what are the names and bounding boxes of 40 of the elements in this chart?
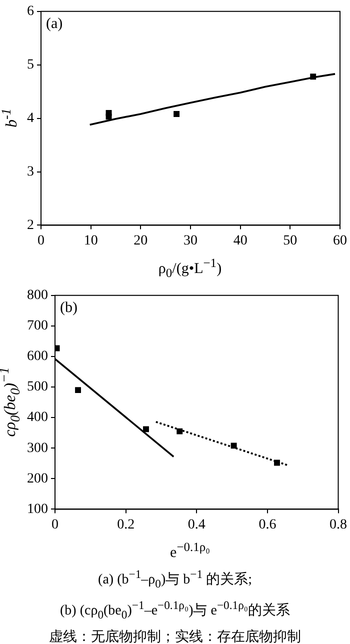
y-tick-label: 400 (27, 410, 48, 426)
x-tick-label: 40 (233, 233, 248, 248)
y-tick-label: 200 (27, 471, 48, 486)
y-tick-label: 6 (27, 4, 34, 20)
point (143, 426, 149, 432)
point (176, 428, 183, 434)
x-axis-title: e$^{−0.1ρ₀}$ (169, 539, 211, 563)
point (310, 74, 316, 80)
point (106, 114, 112, 120)
y-tick-label: 500 (27, 380, 48, 395)
x-tick-label: 0.6 (258, 517, 276, 532)
x-tick-label: 0.2 (117, 517, 135, 532)
y-tick-label: 100 (27, 502, 48, 517)
text: (b) (cρ$_{0}$(be$_{0}$)$^{−1}$–e$^{−0.1ρ₀}$)与 e$^{−0.1ρ₀}$的关系 (60, 599, 290, 622)
y-tick-label: 5 (27, 58, 34, 73)
x-tick-label: 60 (333, 233, 347, 248)
x-tick-label: 50 (283, 233, 298, 248)
x-tick-label: 20 (134, 233, 148, 248)
text: 虚线：无底物抑制；实线：存在底物抑制 (48, 628, 302, 644)
y-tick-label: 2 (27, 218, 34, 233)
x-tick-label: 0.4 (188, 517, 206, 532)
y-tick-label: 700 (27, 318, 48, 334)
point (230, 442, 237, 449)
x-tick-label: 30 (184, 233, 198, 248)
y-tick-label: 4 (27, 110, 34, 126)
y-tick-label: 300 (27, 440, 48, 456)
y-tick-label: 600 (27, 349, 48, 364)
y-tick-label: 3 (27, 164, 34, 180)
x-axis-title: ρ$_{0}$/(g•L$^{−1}$) (157, 255, 223, 282)
x-tick-label: 0 (38, 233, 44, 248)
point (174, 111, 180, 117)
point (274, 460, 280, 466)
x-tick-label: 0.8 (330, 517, 347, 532)
annotation: (a) (46, 16, 63, 32)
x-tick-label: 10 (84, 233, 98, 248)
point (75, 387, 81, 394)
annotation: (b) (60, 300, 78, 316)
x-tick-label: 0 (52, 517, 58, 532)
y-tick-label: 800 (27, 288, 48, 304)
text: (a) (b$^{−1}$–ρ$_{0}$)与 b$^{−1}$ 的关系; (97, 567, 253, 592)
